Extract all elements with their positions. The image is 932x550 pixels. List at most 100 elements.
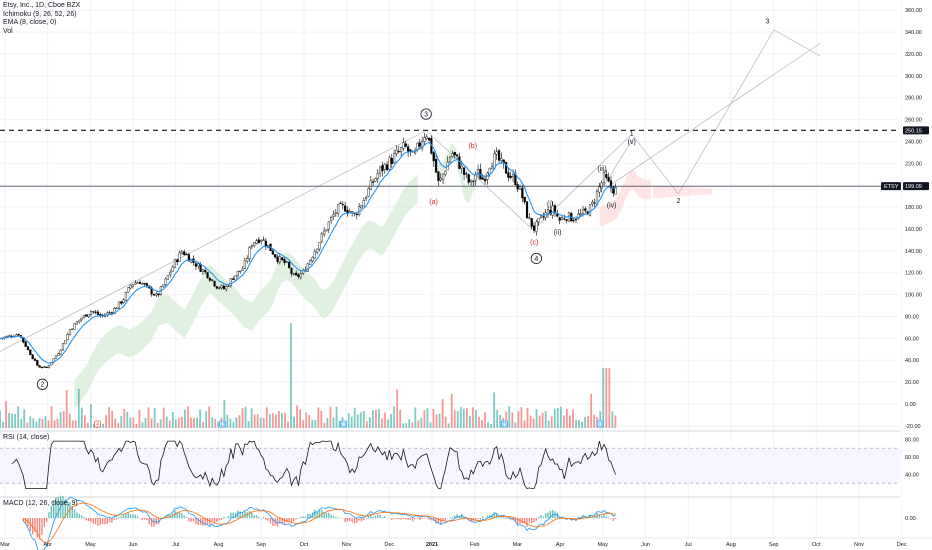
macd-histogram-bar	[384, 516, 386, 519]
candle	[584, 208, 587, 211]
macd-histogram-bar	[297, 518, 300, 519]
candle	[134, 282, 137, 285]
volume-bar	[505, 411, 508, 428]
volume-bar	[487, 422, 489, 428]
rsi-tick-label: 40.00	[905, 472, 919, 478]
volume-bar	[141, 422, 144, 428]
candle	[68, 329, 72, 335]
time-tick-label: Jul	[172, 542, 179, 548]
volume-bar	[214, 419, 217, 428]
candle	[372, 181, 375, 183]
volume-bar	[193, 417, 195, 428]
macd-histogram-bar	[530, 518, 533, 524]
legend-ema[interactable]: EMA (8, close, 0)	[3, 19, 57, 26]
volume-bar	[417, 420, 420, 428]
volume-bar	[569, 415, 571, 428]
macd-histogram-bar	[258, 516, 260, 519]
time-tick-label: Oct	[812, 542, 821, 548]
trendline	[425, 130, 533, 230]
volume-bar	[411, 422, 414, 428]
time-tick-label: Nov	[854, 542, 864, 548]
macd-histogram-bar	[407, 518, 409, 520]
volume-bar	[217, 421, 220, 428]
candle	[78, 319, 81, 323]
macd-histogram-bar	[234, 513, 237, 519]
volume-bar	[465, 408, 468, 428]
macd-histogram-bar	[363, 518, 365, 521]
volume-bar	[517, 411, 520, 428]
candle	[379, 166, 382, 174]
candle	[565, 219, 568, 221]
macd-histogram-bar	[444, 518, 447, 521]
macd-histogram-bar	[115, 518, 118, 520]
candle	[295, 272, 298, 276]
candle	[31, 354, 34, 359]
candle	[185, 254, 188, 256]
candle	[386, 164, 389, 170]
volume-bar	[153, 408, 156, 428]
macd-histogram-bar	[216, 518, 218, 523]
macd-histogram-bar	[248, 510, 251, 519]
macd-histogram-bar	[211, 518, 213, 521]
candle	[614, 187, 617, 195]
volume-bar	[274, 414, 277, 428]
time-tick-label: Mar	[0, 542, 10, 548]
macd-histogram-bar	[318, 510, 321, 519]
time-tick-label: Oct	[300, 542, 309, 548]
macd-histogram-bar	[195, 518, 197, 525]
volume-bar	[196, 417, 198, 428]
candle	[330, 217, 333, 222]
volume-bar	[378, 409, 380, 428]
volume-bar	[387, 419, 389, 428]
candle	[164, 278, 167, 285]
macd-histogram-bar	[442, 518, 444, 521]
candle	[558, 217, 561, 221]
volume-bar	[484, 412, 486, 428]
volume-bar	[90, 404, 92, 428]
macd-histogram-bar	[461, 513, 463, 519]
macd-histogram-bar	[468, 518, 470, 521]
macd-histogram-bar	[409, 518, 412, 520]
volume-bar	[290, 323, 292, 428]
macd-histogram-bar	[251, 512, 253, 519]
volume-bar	[581, 421, 583, 428]
volume-bar	[511, 412, 514, 428]
time-tick-label: Jun	[641, 542, 650, 548]
macd-histogram-bar	[346, 518, 349, 522]
macd-histogram-bar	[309, 513, 311, 519]
macd-histogram-bar	[122, 514, 125, 519]
volume-bar	[202, 421, 205, 428]
volume-bar	[544, 410, 547, 428]
macd-histogram-bar	[614, 518, 617, 520]
volume-bar	[375, 409, 377, 428]
legend-ichimoku[interactable]: Ichimoku (9, 26, 52, 26)	[3, 10, 77, 18]
volume-bar	[532, 418, 535, 428]
macd-title[interactable]: MACD (12, 26, close, 9)	[3, 500, 78, 507]
macd-histogram-bar	[435, 518, 437, 524]
macd-histogram-bar	[220, 518, 223, 520]
candle	[274, 254, 277, 258]
candle	[183, 251, 186, 255]
candle	[171, 266, 174, 272]
price-tick-label: 260.00	[905, 118, 922, 124]
last-price-badge	[903, 182, 929, 191]
macd-histogram-bar	[517, 518, 519, 526]
wave-label: (ii)	[554, 230, 562, 237]
legend-vol[interactable]: Vol	[3, 27, 13, 35]
legend-symbol[interactable]: Etsy, Inc., 1D, Cboe BZX	[3, 2, 81, 9]
macd-histogram-bar	[62, 496, 64, 519]
volume-bar	[562, 415, 565, 428]
volume-bar	[281, 413, 283, 428]
volume-bar	[326, 418, 329, 428]
volume-bar	[405, 423, 408, 428]
volume-bar	[278, 410, 280, 428]
macd-histogram-bar	[419, 518, 421, 521]
macd-histogram-bar	[603, 514, 605, 519]
candle	[50, 362, 53, 366]
volume-bar	[556, 407, 559, 428]
volume-bar	[550, 416, 553, 428]
macd-histogram-bar	[101, 518, 104, 524]
candle	[539, 215, 543, 218]
rsi-title[interactable]: RSI (14, close)	[3, 434, 50, 441]
